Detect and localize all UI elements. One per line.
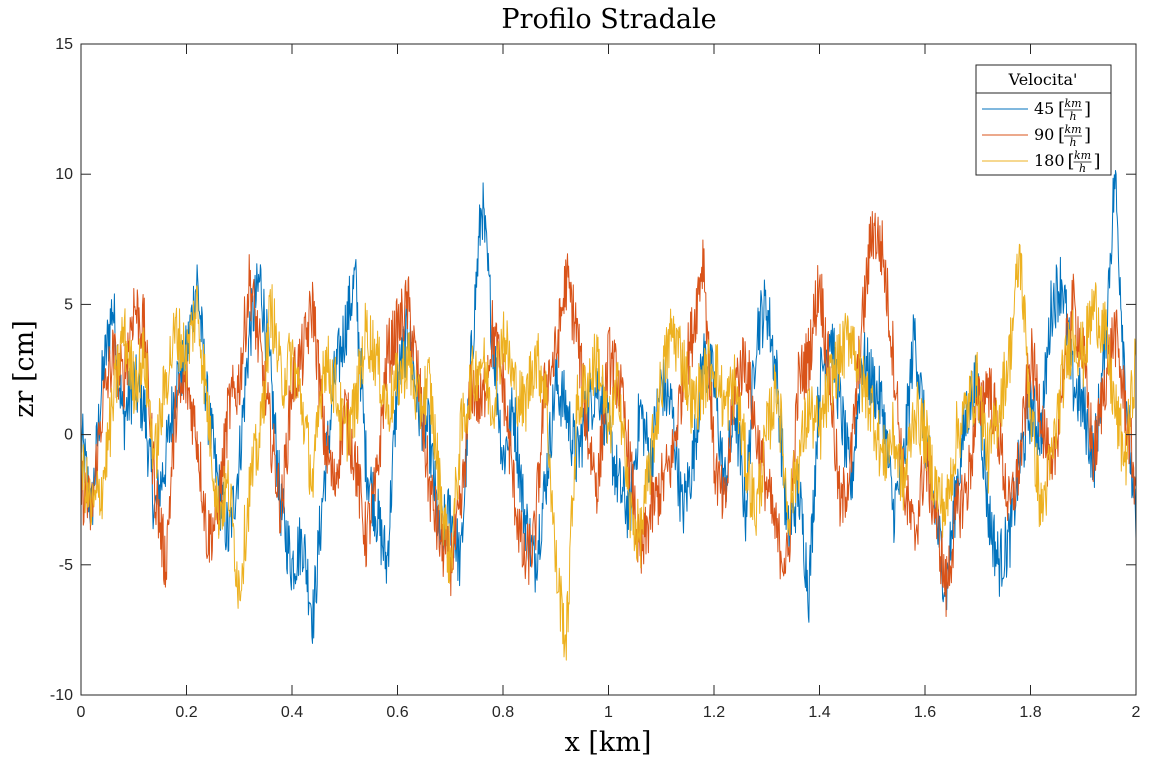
chart-title: Profilo Stradale: [501, 4, 716, 35]
x-tick-label: 2: [1132, 704, 1141, 721]
legend-unit-bracket-close: ]: [1084, 99, 1091, 120]
legend-unit-denominator: h: [1069, 110, 1076, 123]
x-tick-label: 1.2: [703, 704, 725, 721]
series-line-45: [80, 170, 1137, 644]
y-tick-label: 5: [64, 296, 73, 313]
x-axis: 0 0.2 0.4 0.6 0.8 1 1.2 1.4 1.6 1.8 2: [77, 44, 1141, 721]
x-tick-label: 0.6: [386, 704, 408, 721]
x-tick-label: 0.8: [492, 704, 514, 721]
x-tick-label: 1.6: [914, 704, 936, 721]
y-tick-label: -5: [59, 557, 73, 574]
legend-unit-bracket-open: [: [1058, 99, 1065, 120]
series-layer: [80, 170, 1137, 661]
y-axis: -10 -5 0 5 10 15: [50, 36, 1136, 704]
legend-unit-bracket-close: ]: [1084, 125, 1091, 146]
x-tick-label: 0.4: [281, 704, 303, 721]
series-line-90: [80, 211, 1137, 617]
legend-label-180: 180: [1034, 151, 1065, 170]
x-tick-label: 1.8: [1019, 704, 1041, 721]
legend-unit-bracket-close: ]: [1094, 151, 1101, 172]
x-tick-label: 1: [604, 704, 613, 721]
y-tick-label: 0: [64, 427, 73, 444]
legend-label-90: 90: [1034, 125, 1054, 144]
legend-unit-numerator: km: [1064, 97, 1081, 110]
y-tick-label: 10: [55, 166, 73, 183]
legend-title: Velocita': [1008, 70, 1078, 89]
legend-unit-numerator: km: [1074, 149, 1091, 162]
x-tick-label: 0: [77, 704, 86, 721]
legend-unit-bracket-open: [: [1058, 125, 1065, 146]
y-tick-label: 15: [55, 36, 73, 53]
legend-unit-numerator: km: [1064, 123, 1081, 136]
legend-unit-bracket-open: [: [1068, 151, 1075, 172]
x-tick-label: 1.4: [808, 704, 830, 721]
plot-area: [81, 44, 1136, 695]
legend-box: [975, 64, 1112, 176]
legend-unit-denominator: h: [1079, 162, 1086, 175]
y-tick-label: -10: [50, 687, 73, 704]
legend-unit-denominator: h: [1069, 136, 1076, 149]
y-axis-label: zr [cm]: [9, 320, 40, 418]
x-axis-label: x [km]: [565, 727, 652, 758]
x-tick-label: 0.2: [175, 704, 197, 721]
legend: Velocita' 45[kmh]90[kmh]180[kmh]: [975, 64, 1112, 176]
legend-label-45: 45: [1034, 99, 1054, 118]
legend-entries: 45[kmh]90[kmh]180[kmh]: [982, 97, 1101, 175]
series-line-180: [80, 243, 1137, 661]
